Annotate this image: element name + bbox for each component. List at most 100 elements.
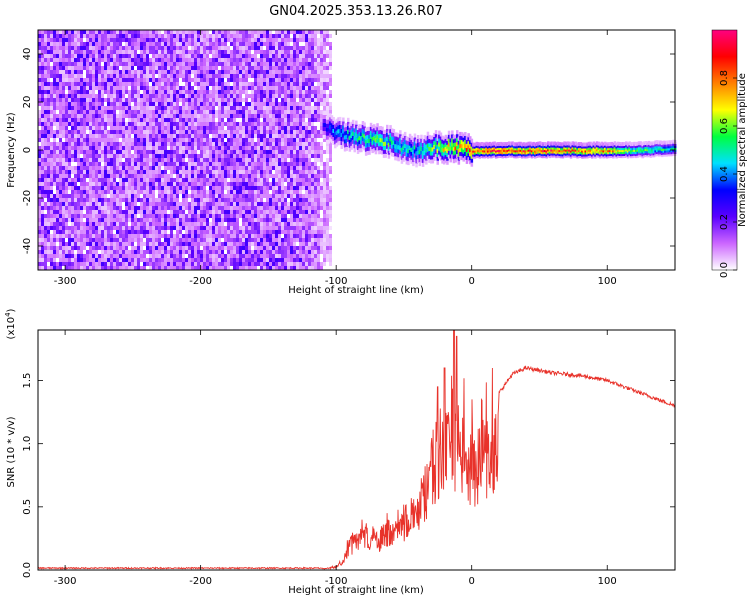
spectrogram-cell [98, 138, 101, 142]
spectrogram-cell [44, 262, 47, 266]
spectrogram-cell [134, 78, 137, 82]
spectrogram-cell [167, 266, 170, 270]
spectrogram-cell [125, 78, 128, 82]
spectrogram-cell [119, 122, 122, 126]
spectrogram-cell [170, 170, 173, 174]
spectrogram-cell [164, 66, 167, 70]
spectrogram-cell [155, 222, 158, 226]
spectrogram-cell [86, 150, 89, 154]
spectrogram-cell [245, 66, 248, 70]
spectrogram-cell [266, 246, 269, 250]
spectrogram-cell [167, 138, 170, 142]
spectrogram-cell [98, 202, 101, 206]
spectrogram-cell [182, 150, 185, 154]
spectrogram-cell [113, 98, 116, 102]
spectrogram-cell [59, 226, 62, 230]
spectrogram-cell [92, 206, 95, 210]
spectrogram-cell [224, 174, 227, 178]
spectrogram-cell [104, 34, 107, 38]
spectrogram-cell [149, 222, 152, 226]
spectrogram-cell [107, 182, 110, 186]
spectrogram-cell [53, 178, 56, 182]
spectrogram-cell [77, 86, 80, 90]
spectrogram-cell [200, 114, 203, 118]
spectrogram-cell [242, 126, 245, 130]
spectrogram-cell [110, 202, 113, 206]
figure-title: GN04.2025.353.13.26.R07 [269, 4, 443, 19]
spectrogram-cell [110, 34, 113, 38]
spectrogram-cell [113, 94, 116, 98]
spectrogram-cell [230, 122, 233, 126]
spectrogram-cell [98, 118, 101, 122]
spectrogram-cell [113, 170, 116, 174]
spectrogram-cell [245, 186, 248, 190]
spectrogram-cell [188, 234, 191, 238]
spectrogram-cell [161, 146, 164, 150]
spectrogram-cell [215, 30, 218, 34]
spectrogram-cell [131, 38, 134, 42]
spectrogram-cell [110, 30, 113, 34]
spectrogram-cell [218, 70, 221, 74]
spectrogram-cell [230, 114, 233, 118]
spectrogram-cell [59, 230, 62, 234]
spectrogram-cell [59, 138, 62, 142]
spectrogram-cell [158, 134, 161, 138]
spectrogram-cell [65, 190, 68, 194]
spectrogram-cell [263, 66, 266, 70]
spectrogram-cell [272, 194, 275, 198]
spectrogram-cell [272, 138, 275, 142]
spectrogram-cell [269, 86, 272, 90]
spectrogram-cell [236, 178, 239, 182]
spectrogram-cell [161, 94, 164, 98]
spectrogram-cell [104, 210, 107, 214]
spectrogram-cell [176, 194, 179, 198]
spectrogram-cell [128, 190, 131, 194]
spectrogram-cell [62, 122, 65, 126]
spectrogram-cell [80, 110, 83, 114]
spectrogram-cell [86, 30, 89, 34]
spectrogram-cell [182, 186, 185, 190]
spectrogram-cell [260, 86, 263, 90]
spectrogram-cell [221, 254, 224, 258]
spectrogram-cell [104, 246, 107, 250]
spectrogram-cell [233, 106, 236, 110]
spectrogram-cell [254, 166, 257, 170]
spectrogram-cell [113, 222, 116, 226]
spectrogram-cell [203, 166, 206, 170]
spectrogram-cell [275, 154, 278, 158]
spectrogram-cell [179, 178, 182, 182]
spectrogram-cell [230, 162, 233, 166]
spectrogram-cell [251, 34, 254, 38]
spectrogram-cell [245, 230, 248, 234]
spectrogram-cell [215, 90, 218, 94]
spectrogram-cell [98, 246, 101, 250]
spectrogram-cell [110, 230, 113, 234]
spectrogram-cell [287, 206, 290, 210]
spectrogram-cell [272, 146, 275, 150]
spectrogram-cell [134, 210, 137, 214]
spectrogram-cell [203, 66, 206, 70]
spectrogram-cell [203, 154, 206, 158]
spectrogram-cell [287, 86, 290, 90]
spectrogram-cell [293, 46, 296, 50]
spectrogram-cell [248, 198, 251, 202]
spectrogram-cell [50, 50, 53, 54]
spectrogram-cell [44, 70, 47, 74]
spectrogram-cell [113, 158, 116, 162]
spectrogram-cell [143, 250, 146, 254]
spectrogram-cell [254, 214, 257, 218]
spectrogram-cell [266, 226, 269, 230]
spectrogram-cell [284, 246, 287, 250]
spectrogram-cell [266, 94, 269, 98]
spectrogram-cell [155, 114, 158, 118]
spectrogram-cell [263, 114, 266, 118]
spectrogram-cell [38, 38, 41, 42]
spectrogram-cell [140, 130, 143, 134]
spectrogram-cell [53, 266, 56, 270]
spectrogram-cell [260, 214, 263, 218]
spectrogram-cell [245, 198, 248, 202]
spectrogram-cell [92, 66, 95, 70]
spectrogram-cell [245, 214, 248, 218]
spectrogram-cell [68, 258, 71, 262]
spectrogram-cell [47, 42, 50, 46]
